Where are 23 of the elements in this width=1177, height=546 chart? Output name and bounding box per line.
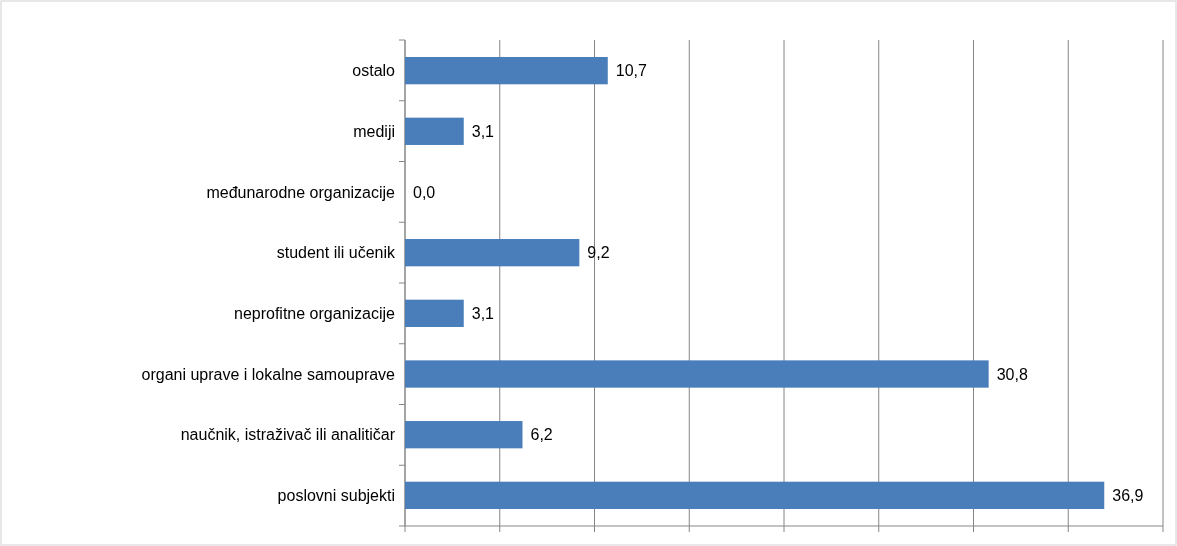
y-tick-label: naučnik, istraživač ili analitičar: [180, 426, 396, 444]
bar: [405, 481, 1105, 510]
data-label: 3,1: [471, 304, 495, 322]
data-label: 10,7: [615, 62, 648, 80]
data-label: 9,2: [587, 244, 610, 262]
bar: [405, 239, 580, 267]
bar: [405, 360, 989, 388]
y-tick-label: ostalo: [352, 62, 396, 80]
bar: [405, 56, 608, 85]
y-tick-label: međunarodne organizacije: [206, 183, 396, 201]
bar: [405, 421, 523, 449]
data-label: 36,9: [1112, 486, 1144, 504]
y-tick-label: poslovni subjekti: [277, 486, 395, 504]
y-tick-label: student ili učenik: [276, 244, 396, 262]
y-tick-label: neprofitne organizacije: [234, 304, 396, 322]
y-tick-label: organi uprave i lokalne samouprave: [141, 365, 396, 383]
data-label: 6,2: [530, 426, 553, 444]
data-label: 30,8: [996, 365, 1028, 383]
data-label: 3,1: [471, 122, 495, 140]
bar: [405, 117, 464, 145]
y-tick-label: mediji: [353, 122, 395, 140]
data-label: 0,0: [413, 183, 436, 201]
bar: [405, 299, 464, 327]
